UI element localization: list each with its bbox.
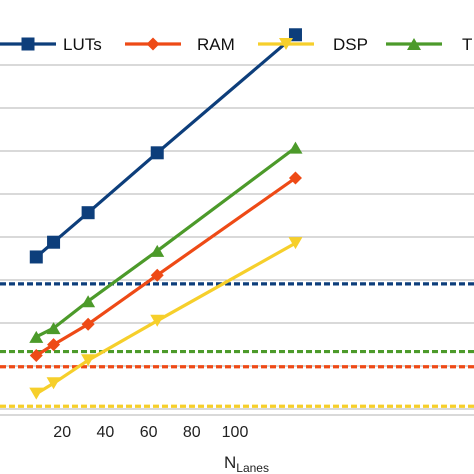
data-point-ram [81, 317, 95, 331]
x-tick-label: 80 [183, 424, 201, 441]
legend-marker-luts [21, 37, 35, 51]
data-point-dsp [150, 314, 165, 327]
legend-label-luts: LUTs [63, 35, 102, 54]
data-point-t [81, 295, 96, 308]
series-lines [35, 33, 297, 396]
data-point-luts [81, 206, 95, 220]
legend-marker-t [407, 38, 421, 50]
data-point-ram [288, 171, 302, 185]
reference-lines [0, 282, 474, 408]
x-axis-title: NLanes [224, 453, 269, 474]
x-tick-label: 20 [53, 424, 71, 441]
data-point-luts [150, 146, 164, 160]
series-line-dsp [35, 241, 297, 396]
x-tick-label: 100 [222, 424, 249, 441]
data-point-dsp [29, 387, 44, 400]
data-point-ram [47, 338, 61, 352]
data-point-ram [150, 268, 164, 282]
x-tick-label: 60 [140, 424, 158, 441]
data-point-luts [47, 235, 61, 249]
series-line-luts [35, 33, 297, 259]
data-point-ram [29, 348, 43, 362]
data-point-dsp [81, 354, 96, 367]
legend-label-dsp: DSP [333, 35, 368, 54]
data-point-t [29, 330, 44, 343]
x-tick-labels: 20 40 60 80 100 [53, 424, 248, 441]
legend-label-t: T [462, 35, 472, 54]
x-tick-label: 40 [97, 424, 115, 441]
legend-label-ram: RAM [197, 35, 235, 54]
legend: LUTs RAM DSP T [0, 35, 472, 54]
data-point-dsp [288, 237, 303, 250]
series-line-t [35, 146, 297, 339]
data-point-luts [29, 250, 43, 264]
x-axis-title-subscript: Lanes [236, 461, 269, 474]
legend-marker-ram [146, 37, 160, 51]
legend-marker-dsp [279, 38, 293, 50]
data-point-t [150, 244, 165, 257]
data-point-t [46, 322, 61, 335]
data-point-t [288, 141, 303, 154]
data-point-dsp [46, 377, 61, 390]
series-markers [29, 28, 303, 400]
grid-lines [0, 64, 474, 416]
x-axis-title-main: N [224, 453, 236, 472]
